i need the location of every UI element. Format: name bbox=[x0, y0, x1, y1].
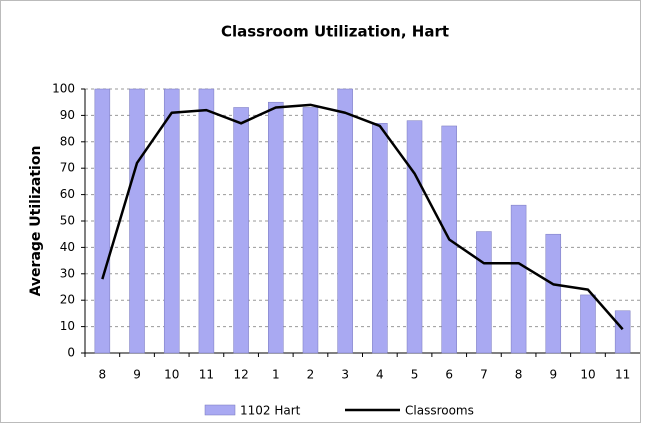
bar bbox=[129, 88, 145, 354]
x-tick-label: 11 bbox=[199, 368, 214, 382]
bar bbox=[372, 123, 388, 354]
x-tick-label: 8 bbox=[99, 368, 107, 382]
y-tick-label: 80 bbox=[60, 134, 75, 148]
bar bbox=[198, 88, 215, 354]
y-tick-label: 100 bbox=[52, 82, 75, 96]
x-tick-label: 5 bbox=[411, 368, 419, 382]
y-tick-label: 90 bbox=[60, 108, 75, 122]
x-tick-label: 6 bbox=[445, 368, 453, 382]
y-tick-label: 0 bbox=[67, 346, 75, 360]
y-tick-label: 40 bbox=[60, 240, 75, 254]
x-tick-label: 4 bbox=[376, 368, 384, 382]
bar bbox=[302, 107, 319, 354]
line bbox=[101, 103, 624, 331]
legend-label: Classrooms bbox=[405, 404, 474, 418]
x-tick-label: 8 bbox=[515, 368, 523, 382]
y-tick-label: 70 bbox=[60, 161, 75, 175]
y-tick-label: 30 bbox=[60, 266, 75, 280]
bar bbox=[337, 88, 353, 354]
legend-label: 1102 Hart bbox=[240, 404, 301, 418]
x-tick-label: 1 bbox=[272, 368, 280, 382]
bar bbox=[580, 294, 596, 354]
y-tick-label: 20 bbox=[60, 293, 75, 307]
x-tick-label: 9 bbox=[549, 368, 557, 382]
chart-title: Classroom Utilization, Hart bbox=[221, 23, 449, 41]
x-tick-label: 2 bbox=[307, 368, 315, 382]
bar bbox=[163, 88, 180, 354]
bar bbox=[406, 120, 423, 354]
x-tick-label: 3 bbox=[341, 368, 349, 382]
bar bbox=[94, 88, 111, 354]
bar bbox=[614, 310, 631, 354]
bar bbox=[545, 233, 562, 354]
x-tick-label: 12 bbox=[233, 368, 248, 382]
legend-swatch bbox=[204, 404, 236, 416]
bar bbox=[268, 101, 284, 354]
x-tick-label: 7 bbox=[480, 368, 488, 382]
y-tick-label: 50 bbox=[60, 214, 75, 228]
y-tick-label: 10 bbox=[60, 319, 75, 333]
y-axis-label: Average Utilization bbox=[28, 146, 44, 297]
x-tick-label: 9 bbox=[133, 368, 141, 382]
bar bbox=[233, 107, 249, 354]
y-tick-label: 60 bbox=[60, 187, 75, 201]
x-tick-label: 10 bbox=[164, 368, 179, 382]
x-tick-label: 10 bbox=[580, 368, 595, 382]
bar bbox=[476, 231, 492, 354]
bar bbox=[510, 204, 527, 354]
x-tick-label: 11 bbox=[615, 368, 630, 382]
